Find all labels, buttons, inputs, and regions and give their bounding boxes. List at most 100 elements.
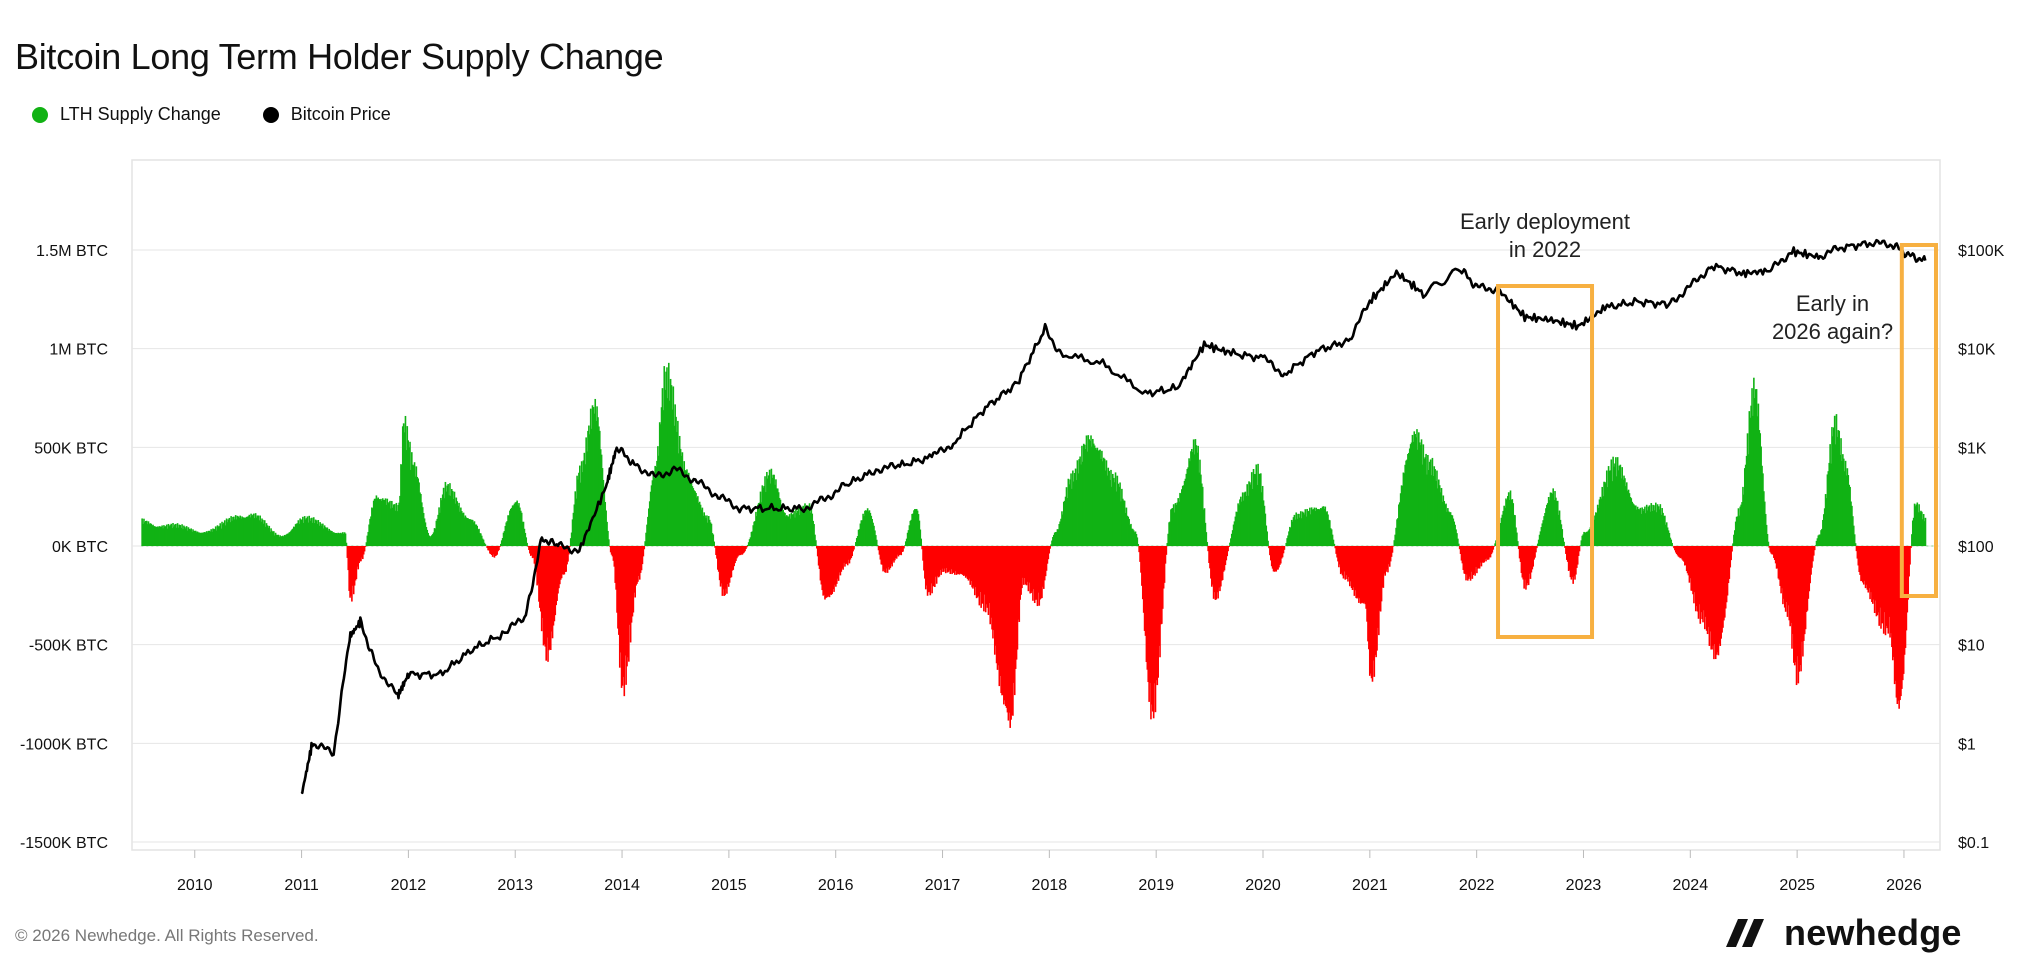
supply-change-bar: [1122, 500, 1125, 546]
supply-change-bar: [1135, 533, 1138, 546]
supply-change-bar: [254, 513, 257, 546]
supply-change-bar: [834, 546, 836, 585]
supply-change-bar: [678, 435, 681, 546]
supply-change-bar: [1240, 496, 1242, 546]
supply-change-bar: [1442, 495, 1445, 546]
supply-change-bar: [1045, 546, 1048, 571]
supply-change-bar: [1210, 546, 1212, 579]
supply-change-bar: [1834, 444, 1837, 546]
supply-change-bar: [1619, 464, 1622, 546]
supply-change-bar: [774, 484, 776, 546]
supply-change-bar: [458, 502, 460, 546]
supply-change-bar: [1427, 455, 1429, 546]
supply-change-bar: [213, 528, 215, 546]
supply-change-bar: [633, 546, 636, 593]
supply-change-bar: [1115, 491, 1118, 546]
supply-change-bar: [796, 512, 798, 546]
supply-change-bar: [1466, 546, 1468, 575]
supply-change-bar: [1191, 452, 1194, 546]
supply-change-bar: [1436, 470, 1438, 546]
supply-change-bar: [323, 525, 326, 546]
supply-change-bar: [363, 546, 366, 552]
supply-change-bar: [1689, 546, 1692, 579]
supply-change-bar: [987, 546, 990, 615]
supply-change-bar: [1828, 462, 1831, 546]
supply-change-bar: [1577, 546, 1580, 556]
supply-change-bar: [1387, 546, 1389, 573]
supply-change-bar: [1143, 546, 1146, 631]
x-tick-label: 2022: [1459, 877, 1495, 894]
supply-change-bar: [1575, 546, 1577, 575]
supply-change-bar: [1585, 531, 1588, 546]
supply-change-bar: [1646, 510, 1649, 546]
supply-change-bar: [1555, 497, 1557, 546]
supply-change-bar: [1454, 524, 1456, 546]
supply-change-bar: [1234, 516, 1237, 546]
supply-change-bar: [797, 507, 800, 546]
supply-change-bar: [1814, 545, 1817, 546]
supply-change-bar: [1875, 546, 1878, 617]
supply-change-bar: [717, 546, 719, 570]
supply-change-bar: [1696, 546, 1699, 612]
supply-change-bar: [1694, 546, 1697, 612]
supply-change-bar: [509, 510, 511, 546]
supply-change-bar: [1512, 503, 1515, 546]
supply-change-bar: [574, 491, 577, 546]
supply-change-bar: [723, 546, 725, 596]
supply-change-bar: [765, 491, 767, 546]
supply-change-bar: [1702, 546, 1704, 623]
supply-change-bar: [815, 540, 817, 546]
supply-change-bar: [1194, 439, 1197, 546]
supply-change-bar: [559, 546, 561, 585]
supply-change-bar: [1883, 546, 1886, 613]
supply-change-bar: [585, 437, 587, 546]
supply-change-bar: [284, 535, 287, 546]
supply-change-bar: [767, 475, 770, 546]
y-right-tick-label: $100K: [1958, 243, 2005, 260]
x-tick-label: 2023: [1566, 877, 1602, 894]
legend-item-price[interactable]: Bitcoin Price: [262, 104, 391, 125]
supply-change-bar: [1358, 546, 1361, 599]
supply-change-bar: [1404, 464, 1406, 546]
supply-change-bar: [460, 507, 462, 546]
supply-change-bar: [1093, 445, 1096, 546]
supply-change-bar: [1898, 546, 1900, 709]
supply-change-bar: [513, 503, 516, 546]
supply-change-bar: [1624, 478, 1626, 546]
supply-change-bar: [461, 513, 464, 546]
supply-change-bar: [1342, 546, 1345, 579]
supply-change-bar: [752, 525, 755, 546]
supply-change-bar: [400, 464, 402, 546]
supply-change-bar: [631, 546, 634, 617]
supply-change-bar: [698, 501, 701, 546]
supply-change-bar: [1550, 492, 1553, 546]
supply-change-bar: [1836, 436, 1839, 546]
supply-change-bar: [1797, 546, 1800, 684]
supply-change-bar: [1918, 504, 1920, 546]
supply-change-bar: [142, 523, 144, 546]
supply-change-bar: [1446, 511, 1448, 546]
supply-change-bar: [1062, 514, 1064, 546]
supply-change-bar: [870, 515, 873, 546]
supply-change-bar: [1781, 546, 1783, 589]
supply-change-bar: [1430, 475, 1433, 546]
supply-change-bar: [1240, 501, 1243, 546]
supply-change-bar: [1485, 546, 1487, 562]
supply-change-bar: [230, 516, 232, 546]
supply-change-bar: [384, 498, 387, 546]
supply-change-bar: [1419, 445, 1422, 546]
supply-change-bar: [280, 536, 282, 546]
supply-change-bar: [922, 546, 924, 561]
supply-change-bar: [1294, 519, 1297, 546]
brand-logo[interactable]: newhedge: [1726, 912, 1962, 954]
supply-change-bar: [1280, 546, 1283, 559]
supply-change-bar: [1880, 546, 1882, 629]
legend-item-lth[interactable]: LTH Supply Change: [32, 104, 221, 125]
supply-change-bar: [1023, 546, 1025, 585]
supply-change-bar: [1615, 457, 1617, 546]
supply-change-bar: [1013, 546, 1016, 696]
supply-change-bar: [1112, 473, 1114, 546]
supply-change-bar: [598, 426, 600, 546]
supply-change-bar: [1458, 546, 1461, 550]
supply-change-bar: [1121, 488, 1123, 546]
